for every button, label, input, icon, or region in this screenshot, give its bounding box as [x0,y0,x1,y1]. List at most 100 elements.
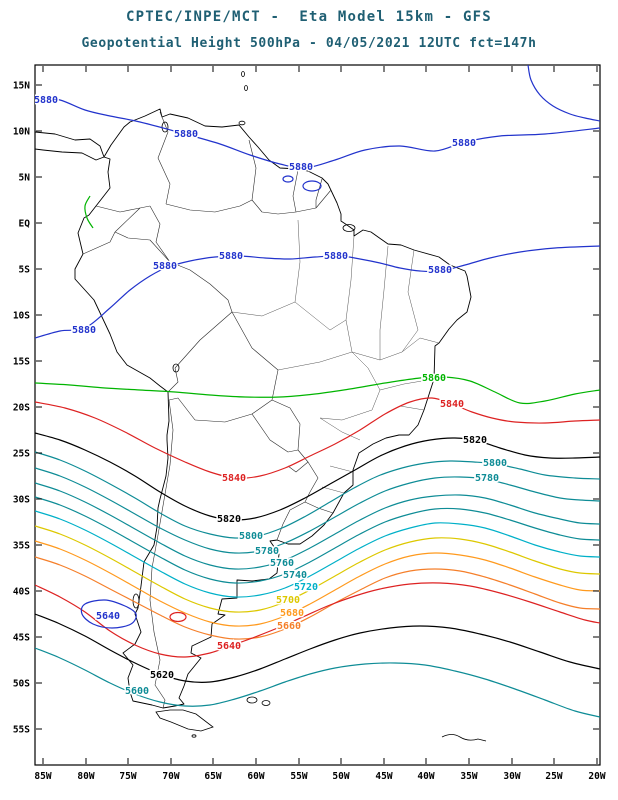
country-border [167,367,179,393]
contour-label-5880: 5880 [219,251,243,262]
country-border [304,501,334,514]
lat-tick-label: 40S [13,587,30,598]
country-border [149,205,171,263]
state-border [407,249,419,331]
contour-5660 [35,556,600,640]
state-border [277,351,353,371]
country-border [271,399,301,451]
country-border [82,231,116,255]
map-content: 5880 5880 5880 5880 5880 5880 5880 5880 5880 5860… [35,65,600,742]
lon-tick-label: 20W [588,771,605,782]
contour-5800 [35,451,600,539]
country-border [276,501,306,541]
country-border [315,178,323,208]
country-border [194,413,253,423]
state-border [351,337,421,361]
country-border [149,399,174,709]
contour-5600 [35,647,600,718]
country-border [165,199,253,213]
country-border [287,449,309,473]
contour-5880 [282,175,294,183]
state-border [345,235,355,321]
country-border [251,413,299,453]
lon-tick-label: 85W [34,771,51,782]
state-border [329,465,354,473]
contour-5640 [80,599,137,629]
island-outline [161,121,169,133]
island-outline [172,363,180,373]
lon-tick-label: 50W [332,771,349,782]
contour-label-5880: 5880 [452,138,476,149]
contour-label-5640: 5640 [96,611,120,622]
contour-5640 [35,582,600,658]
contour-5700 [35,525,600,613]
contour-label-5600: 5600 [125,686,149,697]
contour-5880 [35,245,600,339]
island-outline [238,120,246,126]
lat-tick-label: 35S [13,541,30,552]
island-outline [342,224,356,232]
contour-label-5700: 5700 [276,595,300,606]
island-outline [261,700,271,706]
contour-5780 [35,467,600,554]
lon-tick-label: 70W [162,771,179,782]
lon-tick-label: 75W [119,771,136,782]
lon-tick-label: 25W [545,771,562,782]
contour-minor [84,195,94,229]
country-border [95,205,151,213]
contour-label-5680: 5680 [280,608,304,619]
lat-tick-label: EQ [19,219,31,230]
state-border [294,219,301,303]
state-border [321,486,345,494]
contour-5880 [302,180,322,192]
contour-label-5880: 5880 [428,265,452,276]
lat-tick-label: 10N [13,127,30,138]
country-border [251,199,279,215]
country-border [292,169,299,213]
country-border [168,397,196,421]
country-border [277,207,317,215]
country-border [169,261,233,313]
contour-label-5660: 5660 [277,621,301,632]
lon-tick-label: 55W [290,771,307,782]
contour-label-5880: 5880 [174,129,198,140]
contour-label-5780: 5780 [255,546,279,557]
contour-label-5800: 5800 [239,531,263,542]
island-outline [191,734,197,738]
contour-label-5880: 5880 [72,325,96,336]
chart-subtitle: Geopotential Height 500hPa - 04/05/2021 … [81,36,537,51]
contour-5880 [35,95,600,169]
lat-tick-label: 5S [19,265,31,276]
lon-tick-label: 45W [375,771,392,782]
contour-label-5780: 5780 [475,473,499,484]
lat-tick-label: 20S [13,403,30,414]
contour-label-5760: 5760 [270,558,294,569]
lon-tick-label: 60W [247,771,264,782]
state-border [379,378,435,391]
state-border [379,245,389,331]
lat-tick-label: 5N [19,173,31,184]
island-outline [244,85,248,91]
island-outline [246,696,258,704]
contour-minor [169,611,187,623]
lat-tick-label: 45S [13,633,30,644]
contour-label-5840: 5840 [222,473,246,484]
contour-label-5800: 5800 [483,458,507,469]
state-border [319,417,361,441]
island-outline [441,734,487,742]
chart-title: CPTEC/INPE/MCT - Eta Model 15km - GFS [126,9,492,25]
contour-label-5640: 5640 [217,641,241,652]
contour-5860 [35,376,600,405]
contour-5880 [527,65,600,122]
contour-5740 [35,496,600,584]
lat-tick-label: 25S [13,449,30,460]
contour-label-5880: 5880 [289,162,313,173]
lon-tick-label: 65W [204,771,221,782]
country-border [114,207,141,233]
lat-tick-label: 50S [13,679,30,690]
contour-label-5820: 5820 [463,435,487,446]
contour-5720 [35,510,600,598]
lon-tick-label: 30W [503,771,520,782]
